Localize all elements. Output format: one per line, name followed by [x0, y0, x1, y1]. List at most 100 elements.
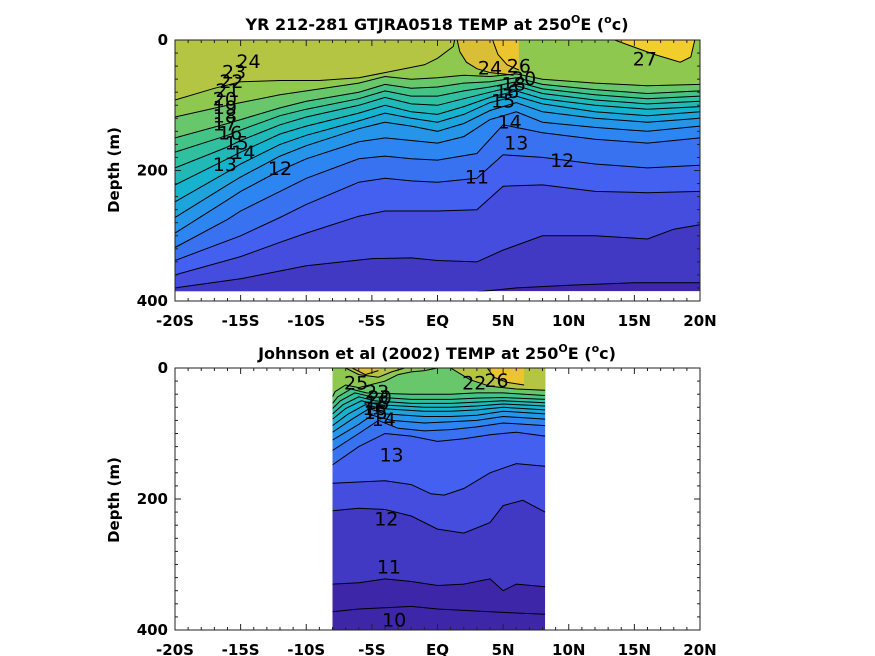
isotherm-20: [332, 396, 546, 415]
x-tick-label: 15N: [618, 641, 651, 656]
isotherm-22: [175, 77, 700, 139]
top-y-axis-label: Depth (m): [105, 127, 123, 213]
contour-label: 23: [222, 61, 246, 83]
bottom-title-sup: O: [558, 342, 567, 355]
contour-label: 18: [365, 392, 389, 414]
x-tick-label: EQ: [426, 312, 449, 330]
contour-label: 16: [362, 398, 386, 420]
contour-label: 14: [498, 112, 522, 134]
x-tick-label: 20N: [683, 312, 716, 330]
top-title-end: c): [612, 15, 629, 34]
isotherm-24: [175, 40, 456, 101]
isotherm-24: [345, 368, 546, 391]
x-tick-label: -5S: [358, 312, 385, 330]
x-tick-label: 20N: [683, 641, 716, 656]
contour-label: 20: [213, 89, 237, 111]
y-tick-label: 0: [158, 359, 168, 377]
contour-label: 26: [507, 55, 531, 77]
isotherm-27: [614, 40, 696, 63]
isotherm-20: [175, 85, 700, 169]
isotherm-17: [175, 102, 700, 218]
contour-label: 18: [213, 106, 237, 128]
contour-label: 14: [372, 409, 396, 431]
contour-label: 11: [465, 166, 489, 188]
bottom-title-sup2: o: [592, 342, 600, 355]
contour-label: 20: [512, 68, 536, 90]
isotherm-12: [332, 499, 546, 534]
top-title-sup2: o: [604, 13, 612, 26]
contour-label: 13: [504, 132, 528, 154]
contour-label: 22: [219, 71, 243, 93]
isotherm-11: [478, 282, 700, 292]
contour-label: 22: [462, 372, 486, 394]
isotherm-16: [175, 111, 700, 234]
y-tick-label: 0: [158, 31, 168, 49]
y-tick-label: 200: [137, 490, 168, 508]
contour-label: 14: [231, 142, 255, 164]
isotherm-18: [332, 404, 546, 427]
contour-label: 24: [478, 57, 502, 79]
contour-label: 10: [382, 610, 406, 632]
top-title-sup: O: [571, 13, 580, 26]
contour-label: 15: [491, 91, 515, 113]
contour-label: 24: [236, 51, 260, 73]
y-tick-label: 400: [137, 621, 168, 639]
y-tick-label: 400: [137, 292, 168, 310]
isotherm-12: [175, 224, 700, 289]
x-tick-label: -20S: [156, 641, 194, 656]
isotherm-26: [486, 368, 525, 386]
y-tick-label: 200: [137, 162, 168, 180]
isotherm-14: [332, 431, 546, 466]
x-tick-label: EQ: [426, 641, 449, 656]
contour-label: 17: [213, 114, 237, 136]
band-26: [492, 40, 519, 70]
isotherm-23: [332, 368, 438, 398]
x-tick-label: -10S: [287, 641, 325, 656]
top-title-tail: E (: [580, 15, 604, 34]
bottom-plot-area: -20S -15S -10S -5S EQ 5N 10N 15N 20N020040025232…: [137, 359, 717, 656]
contour-label: 15: [225, 132, 249, 154]
x-tick-label: 5N: [492, 312, 515, 330]
isotherm-21: [175, 81, 700, 153]
bottom-y-axis-label: Depth (m): [105, 457, 123, 543]
isotherm-21: [332, 392, 546, 409]
x-tick-label: 10N: [552, 641, 585, 656]
isotherm-17: [332, 408, 546, 433]
temperature-field: [175, 40, 700, 292]
top-panel: YR 212-281 GTJRA0518 TEMP at 250OE (oc) …: [105, 13, 717, 330]
x-tick-label: 5N: [492, 641, 515, 656]
contour-label: 26: [484, 370, 508, 392]
contour-label: 20: [368, 387, 392, 409]
bottom-panel: Johnson et al (2002) TEMP at 250OE (oc) …: [105, 342, 717, 656]
x-tick-label: -10S: [287, 312, 325, 330]
isotherm-23: [175, 73, 700, 118]
contour-label: 16: [495, 81, 519, 103]
isotherm-14: [175, 154, 700, 261]
top-plot-area: -20S -15S -10S -5S EQ 5N 10N 15N 20N020040024232…: [137, 31, 717, 330]
isotherm-13: [332, 463, 546, 496]
x-tick-label: -15S: [222, 641, 260, 656]
contour-label: 21: [215, 80, 239, 102]
isotherm-22: [332, 388, 546, 404]
isotherm-15: [175, 124, 700, 248]
x-tick-label: -5S: [358, 641, 385, 656]
bottom-title-main: Johnson et al (2002) TEMP at 250: [257, 344, 558, 363]
isotherm-15: [332, 419, 546, 451]
contour-label: 25: [344, 372, 368, 394]
contour-label: 12: [550, 150, 574, 172]
x-tick-label: 10N: [552, 312, 585, 330]
contour-label: 11: [377, 556, 401, 578]
band-23: [332, 368, 438, 397]
x-tick-label: -20S: [156, 312, 194, 330]
contour-label: 27: [633, 48, 657, 70]
isotherm-19: [175, 90, 700, 186]
bottom-panel-title: Johnson et al (2002) TEMP at 250OE (oc): [257, 342, 616, 363]
contour-label: 15: [364, 402, 388, 424]
top-panel-title: YR 212-281 GTJRA0518 TEMP at 250OE (oc): [244, 13, 628, 34]
isotherm-26: [492, 40, 520, 71]
contour-label: 12: [374, 509, 398, 531]
band-26: [487, 368, 525, 385]
x-tick-label: -15S: [222, 312, 260, 330]
isotherm-11: [332, 578, 546, 592]
